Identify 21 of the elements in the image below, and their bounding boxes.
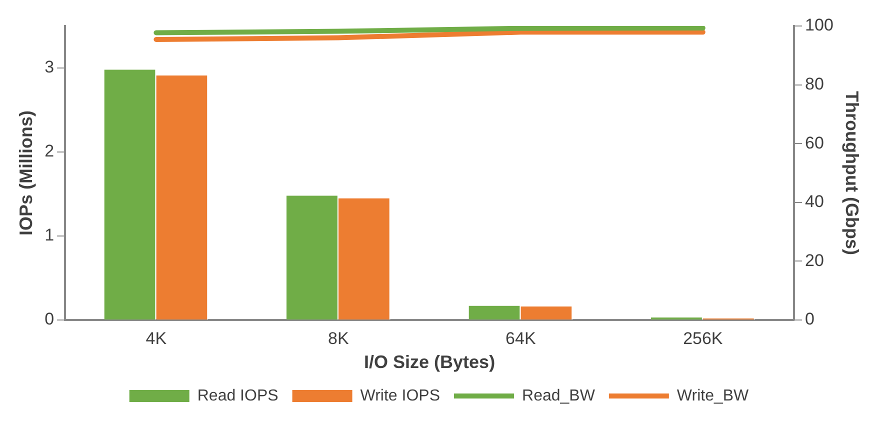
- y-tick-label: 3: [44, 58, 54, 77]
- y2-tick-label: 0: [805, 310, 815, 329]
- x-tick-label: 4K: [146, 328, 168, 348]
- y-tick-label: 0: [44, 310, 54, 329]
- y2-axis-title: Throughput (Gbps): [842, 91, 862, 255]
- x-axis-title: I/O Size (Bytes): [364, 352, 496, 372]
- y2-tick-label: 40: [805, 192, 824, 212]
- y-tick-label: 2: [44, 142, 54, 161]
- legend-label: Read IOPS: [197, 387, 278, 404]
- x-tick-label: 8K: [328, 328, 350, 348]
- legend-label: Write_BW: [676, 387, 750, 404]
- legend-label: Write IOPS: [360, 387, 440, 404]
- y2-tick-label: 20: [805, 250, 824, 270]
- y-tick-label: 1: [44, 226, 54, 245]
- y2-tick-label: 80: [805, 74, 824, 94]
- y-axis-title: IOPs (Millions): [16, 110, 36, 236]
- y2-tick-label: 60: [805, 133, 824, 152]
- y2-tick-label: 100: [805, 16, 834, 35]
- legend-label: Read_BW: [522, 387, 596, 404]
- x-tick-label: 64K: [506, 328, 536, 348]
- x-tick-label: 256K: [683, 328, 724, 348]
